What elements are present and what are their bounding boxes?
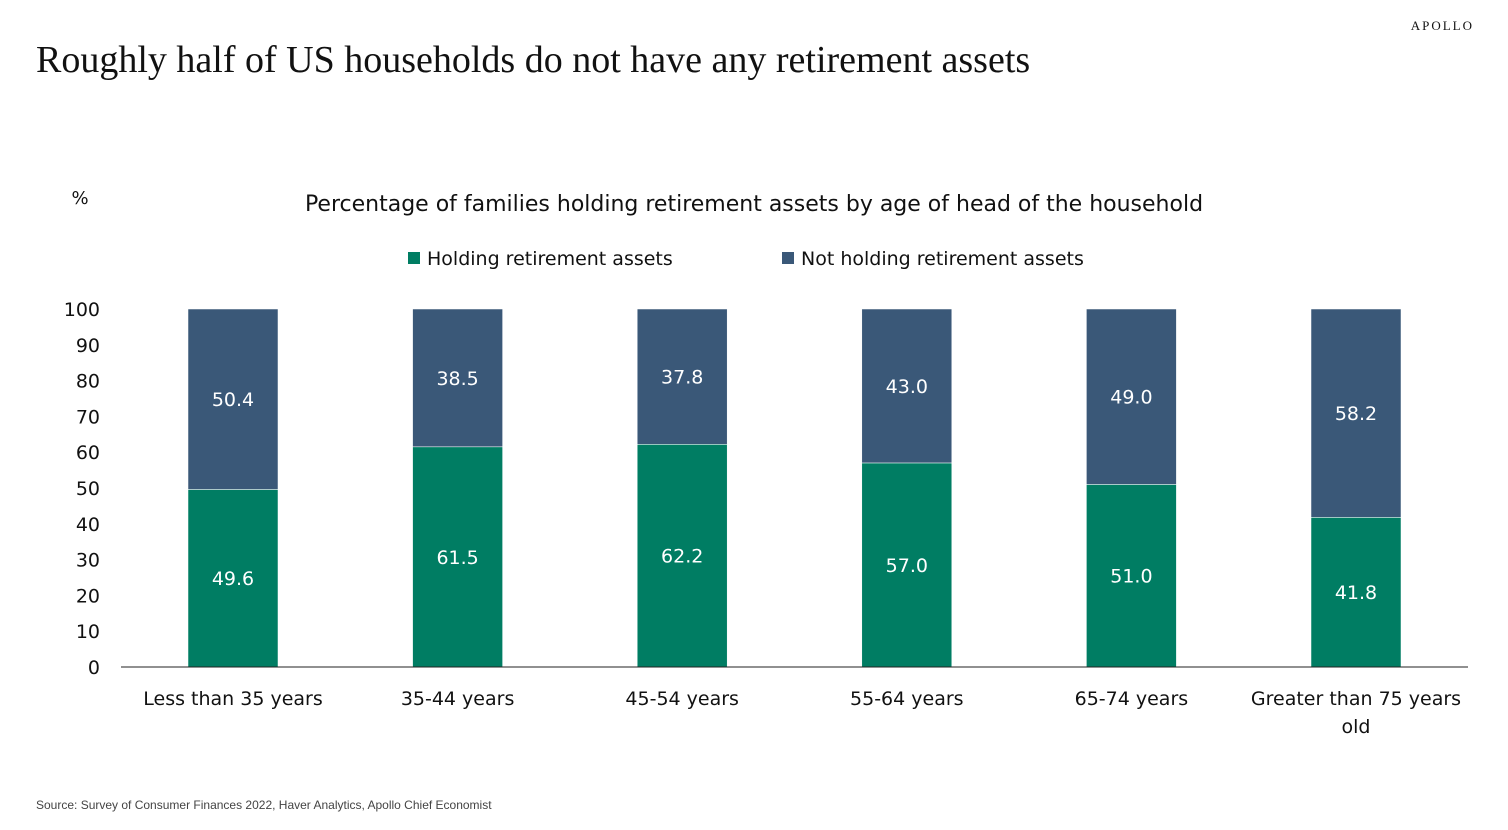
value-label-holding: 49.6 (212, 568, 254, 590)
value-label-not-holding: 49.0 (1110, 387, 1152, 409)
x-tick-label: 65-74 years (1075, 688, 1189, 710)
y-tick-label: 80 (76, 371, 100, 393)
bar-not-holding (861, 308, 953, 464)
y-tick-label: 90 (76, 335, 100, 357)
x-tick-label: 35-44 years (401, 688, 515, 710)
source-note: Source: Survey of Consumer Finances 2022… (36, 798, 492, 812)
legend: Holding retirement assets Not holding re… (408, 248, 1084, 270)
value-label-not-holding: 43.0 (886, 376, 928, 398)
bar-not-holding (1086, 308, 1177, 485)
value-label-holding: 61.5 (436, 547, 478, 569)
legend-swatch-not-holding (782, 252, 794, 264)
x-tick-label: 45-54 years (625, 688, 739, 710)
y-axis-unit: % (71, 188, 88, 209)
y-tick-label: 10 (76, 621, 100, 643)
bar-holding (636, 444, 728, 668)
value-label-not-holding: 37.8 (661, 367, 703, 389)
y-tick-label: 60 (76, 442, 100, 464)
bar-not-holding (412, 308, 503, 448)
value-label-holding: 51.0 (1110, 566, 1152, 588)
bar-holding (412, 446, 503, 668)
x-tick-label: 55-64 years (850, 688, 964, 710)
value-label-not-holding: 58.2 (1335, 403, 1377, 425)
bar-holding (187, 489, 279, 668)
bar-not-holding (1310, 308, 1402, 518)
value-label-not-holding: 50.4 (212, 389, 254, 411)
y-tick-label: 50 (76, 478, 100, 500)
brand-logo: APOLLO (1410, 18, 1474, 33)
legend-label-not-holding: Not holding retirement assets (801, 248, 1084, 270)
x-tick-label: Greater than 75 years old (1251, 688, 1461, 738)
value-label-holding: 41.8 (1335, 582, 1377, 604)
y-tick-label: 20 (76, 585, 100, 607)
bar-not-holding (187, 308, 279, 490)
y-tick-label: 40 (76, 514, 100, 536)
bars: 49.6 50.4 61.5 38.5 62.2 37.8 57.0 43.0 51.0 49.0… (187, 308, 1402, 668)
value-label-not-holding: 38.5 (436, 368, 478, 390)
bar-holding (1310, 517, 1402, 668)
page-title: Roughly half of US households do not hav… (36, 39, 1031, 81)
y-tick-label: 100 (64, 299, 100, 321)
bar-not-holding (636, 308, 728, 445)
legend-swatch-holding (408, 252, 420, 264)
value-label-holding: 62.2 (661, 546, 703, 568)
value-label-holding: 57.0 (886, 555, 928, 577)
x-axis: Less than 35 years 35-44 years 45-54 years… (143, 688, 1461, 738)
y-tick-label: 0 (88, 657, 100, 679)
y-tick-label: 30 (76, 550, 100, 572)
y-axis: 0 10 20 30 40 50 60 70 80 90 100 (64, 299, 100, 679)
bar-holding (861, 462, 953, 668)
y-tick-label: 70 (76, 406, 100, 428)
chart: % Percentage of families holding retirem… (64, 188, 1468, 738)
chart-title: Percentage of families holding retiremen… (305, 192, 1203, 217)
bar-holding (1086, 484, 1177, 668)
x-tick-label: Less than 35 years (143, 688, 323, 710)
legend-label-holding: Holding retirement assets (427, 248, 673, 270)
